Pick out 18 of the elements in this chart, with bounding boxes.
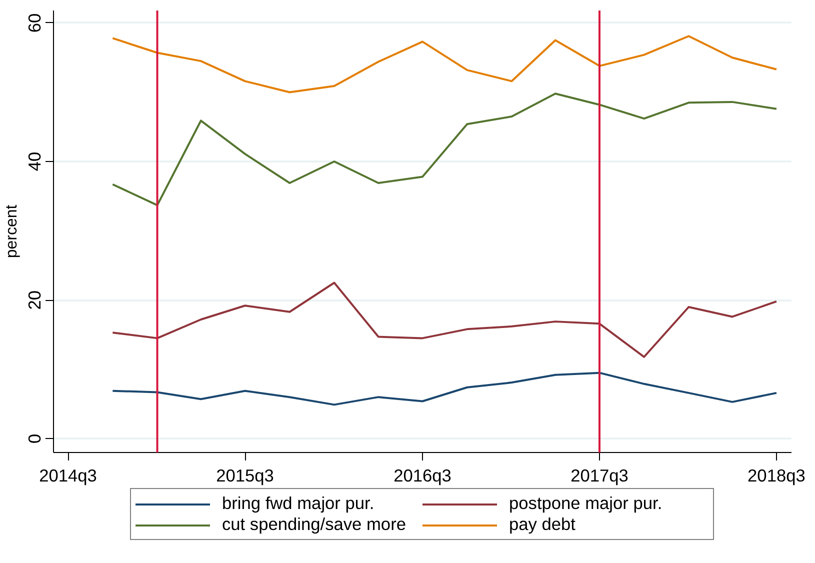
x-tick-label: 2016q3	[394, 466, 452, 486]
line-series	[112, 35, 778, 94]
line-series	[112, 282, 778, 358]
legend-label: postpone major pur.	[509, 493, 664, 514]
x-tick-label: 2018q3	[748, 466, 806, 486]
line-series	[112, 372, 778, 406]
x-tick-label: 2014q3	[39, 466, 97, 486]
x-tick-label: 2015q3	[216, 466, 274, 486]
line-series	[112, 92, 778, 206]
y-axis-title: percent	[4, 204, 20, 258]
x-tick-label: 2017q3	[570, 466, 628, 486]
y-tick-label: 40	[24, 152, 44, 172]
legend-label: pay debt	[509, 514, 576, 535]
legend-label: bring fwd major pur.	[222, 493, 376, 514]
legend-label: cut spending/save more	[222, 514, 407, 535]
y-tick-label: 60	[24, 13, 44, 33]
y-tick-label: 20	[24, 290, 44, 310]
y-tick-label: 0	[24, 434, 44, 444]
